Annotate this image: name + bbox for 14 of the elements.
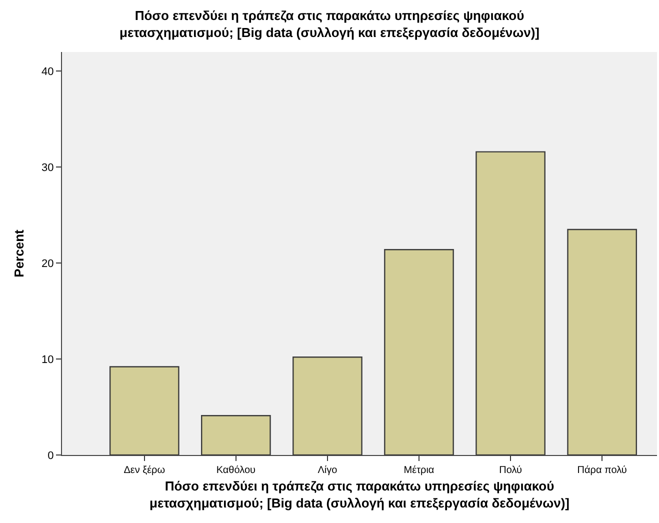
chart-title: Πόσο επενδύει η τράπεζα στις παρακάτω υπηρεσίες ψηφιακού μετασχηματισμού; [Big data (συλλογή και επεξεργασία δεδομένων)] — [119, 8, 540, 40]
x-tick-label: Πάρα πολύ — [577, 465, 627, 476]
x-tick-label: Πολύ — [499, 465, 522, 476]
y-tick-label: 10 — [42, 354, 54, 366]
x-tick-label: Καθόλου — [216, 465, 256, 476]
y-tick-label: 40 — [42, 66, 54, 78]
x-tick-label: Μέτρια — [404, 465, 434, 476]
x-tick-label: Δεν ξέρω — [124, 465, 166, 476]
y-tick-label: 20 — [42, 258, 54, 270]
y-axis-title: Percent — [12, 228, 26, 278]
y-tick-label: 30 — [42, 162, 54, 174]
x-tick-label: Λίγο — [318, 465, 338, 476]
x-axis-title: Πόσο επενδύει η τράπεζα στις παρακάτω υπηρεσίες ψηφιακού μετασχηματισμού; [Big data (συλλογή και επεξεργασία δεδομένων)] — [149, 478, 570, 510]
y-tick-label: 0 — [48, 450, 54, 462]
